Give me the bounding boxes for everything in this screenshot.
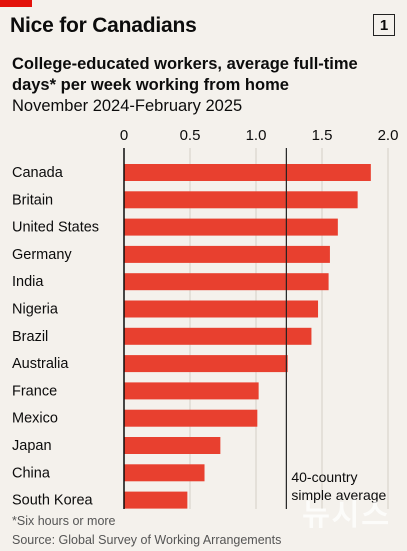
bar bbox=[124, 164, 371, 181]
bar bbox=[124, 245, 330, 263]
bar bbox=[124, 409, 258, 427]
x-tick-label: 1.0 bbox=[246, 127, 267, 144]
bar bbox=[124, 437, 221, 454]
category-label: Nigeria bbox=[12, 302, 59, 318]
category-label: Germany bbox=[12, 247, 72, 263]
category-label: Brazil bbox=[12, 329, 48, 345]
category-label: France bbox=[12, 383, 57, 399]
bar bbox=[124, 464, 205, 482]
bar-chart: 0 0.5 1.0 1.5 2.0 Canada Britain United States G… bbox=[12, 127, 399, 509]
date-range: November 2024-February 2025 bbox=[12, 97, 243, 115]
average-label-line1: 40-country bbox=[291, 469, 357, 485]
chart-number-badge: 1 bbox=[373, 14, 395, 36]
x-tick-label: 0.5 bbox=[180, 127, 201, 144]
watermark-text: 뉴시스 bbox=[302, 499, 391, 532]
category-label: Britain bbox=[12, 192, 53, 208]
bar bbox=[124, 191, 358, 209]
category-label: United States bbox=[12, 220, 99, 236]
category-label: Mexico bbox=[12, 411, 58, 427]
bar bbox=[124, 382, 259, 400]
category-label: Canada bbox=[12, 165, 64, 181]
bar bbox=[124, 491, 188, 509]
bar bbox=[124, 355, 288, 373]
category-label: India bbox=[12, 274, 44, 290]
category-label: South Korea bbox=[12, 493, 94, 509]
brand-tab bbox=[0, 0, 32, 7]
x-tick-label: 2.0 bbox=[378, 127, 399, 144]
bar bbox=[124, 218, 338, 236]
bar bbox=[124, 300, 319, 318]
chart-subtitle: College-educated workers, average full-t… bbox=[12, 55, 358, 94]
chart-title: Nice for Canadians bbox=[10, 14, 197, 37]
source-note: Source: Global Survey of Working Arrange… bbox=[12, 533, 282, 547]
category-label: Australia bbox=[12, 356, 69, 372]
bar bbox=[124, 273, 329, 291]
footnote: *Six hours or more bbox=[12, 514, 116, 528]
average-label-line2: simple average bbox=[291, 487, 386, 503]
category-label: Japan bbox=[12, 438, 52, 454]
bar bbox=[124, 327, 312, 345]
x-tick-label: 0 bbox=[120, 127, 128, 144]
category-label: China bbox=[12, 465, 51, 481]
x-tick-label: 1.5 bbox=[312, 127, 333, 144]
